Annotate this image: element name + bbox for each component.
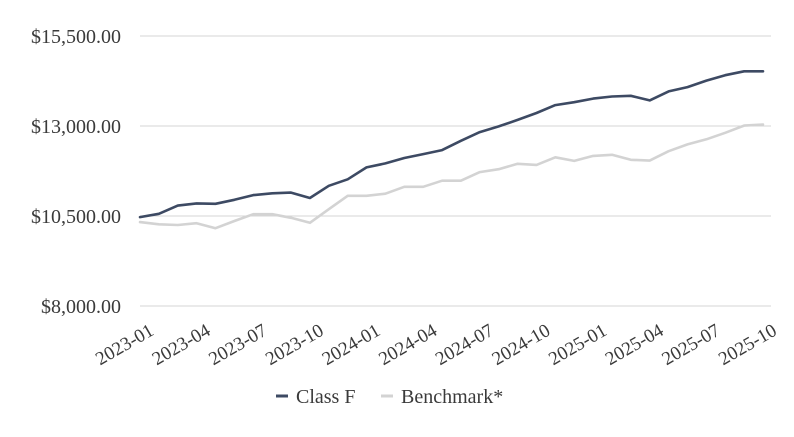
y-axis-tick-labels: $8,000.00 $10,500.00 $13,000.00 $15,500.00 xyxy=(31,26,121,318)
x-axis-tick-labels: 2023-012023-042023-072023-102024-012024-… xyxy=(92,320,780,370)
legend-label: Benchmark* xyxy=(401,386,503,408)
series-line-class-f xyxy=(138,70,765,219)
x-tick-label: 2023-07 xyxy=(205,320,270,370)
x-tick-label: 2023-01 xyxy=(92,320,157,370)
x-tick-label: 2023-10 xyxy=(262,320,327,370)
x-tick-label: 2025-01 xyxy=(545,320,610,370)
x-tick-label: 2025-10 xyxy=(715,320,780,370)
y-tick-label: $15,500.00 xyxy=(31,26,121,48)
series-line-benchmark xyxy=(138,123,765,230)
x-tick-label: 2025-07 xyxy=(659,320,724,370)
series-lines xyxy=(138,70,765,230)
x-tick-label: 2024-10 xyxy=(489,320,554,370)
legend-label: Class F xyxy=(296,386,355,408)
gridlines xyxy=(140,35,771,307)
x-tick-label: 2024-07 xyxy=(432,320,497,370)
x-tick-label: 2023-04 xyxy=(149,320,215,370)
x-tick-label: 2025-04 xyxy=(602,320,668,370)
legend: Class F Benchmark* xyxy=(276,386,503,408)
y-tick-label: $13,000.00 xyxy=(31,116,121,138)
y-tick-label: $10,500.00 xyxy=(31,206,121,228)
y-tick-label: $8,000.00 xyxy=(41,296,121,318)
x-tick-label: 2024-01 xyxy=(319,320,384,370)
x-tick-label: 2024-04 xyxy=(375,320,441,370)
